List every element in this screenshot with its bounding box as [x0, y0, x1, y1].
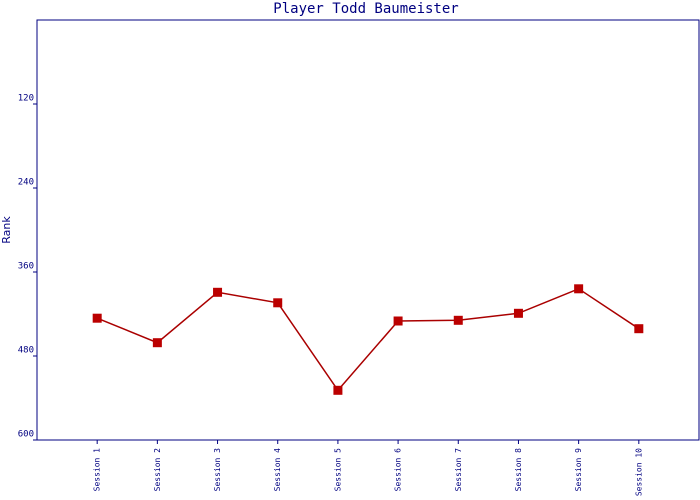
marker [513, 308, 523, 318]
marker [453, 315, 463, 325]
x-tick-label: Session 5 [333, 448, 342, 492]
marker [273, 298, 283, 308]
y-tick-label: 480 [18, 346, 34, 356]
x-tick-label: Session 10 [634, 448, 643, 496]
y-tick-label: 120 [18, 94, 34, 104]
marker [213, 287, 223, 297]
marker [574, 284, 584, 294]
x-tick-label: Session 9 [574, 448, 583, 492]
marker [152, 338, 162, 348]
x-tick-label: Session 7 [454, 448, 463, 492]
x-tick-label: Session 4 [273, 448, 282, 492]
y-tick-label: 600 [18, 430, 34, 440]
x-tick-label: Session 1 [93, 448, 102, 492]
marker [92, 313, 102, 323]
x-tick-label: Session 2 [153, 448, 162, 492]
plot-frame [36, 19, 700, 441]
x-tick-label: Session 8 [514, 448, 523, 492]
x-tick-label: Session 3 [213, 448, 222, 492]
marker [634, 324, 644, 334]
y-tick-label: 360 [18, 262, 34, 272]
y-tick-label: 240 [18, 178, 34, 188]
line [96, 287, 640, 392]
marker [333, 385, 343, 395]
marker [393, 316, 403, 326]
y-axis-label: Rank [0, 216, 13, 244]
chart-title: Player Todd Baumeister [273, 1, 458, 17]
x-tick-label: Session 6 [394, 448, 403, 492]
